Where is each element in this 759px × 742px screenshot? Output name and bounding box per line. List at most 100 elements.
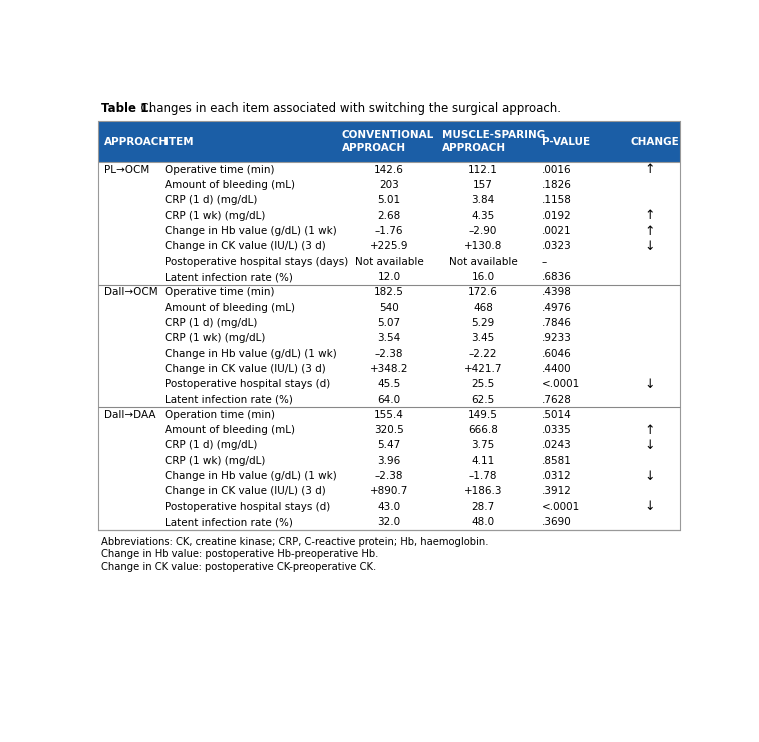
Text: 3.96: 3.96 — [377, 456, 401, 466]
Text: +130.8: +130.8 — [464, 241, 502, 252]
Text: 5.01: 5.01 — [377, 195, 401, 206]
Text: .6836: .6836 — [542, 272, 572, 282]
Text: Change in CK value (IU/L) (3 d): Change in CK value (IU/L) (3 d) — [165, 364, 326, 374]
Text: 157: 157 — [473, 180, 493, 190]
Text: .3690: .3690 — [542, 517, 572, 527]
Text: .0021: .0021 — [542, 226, 572, 236]
Text: 45.5: 45.5 — [377, 379, 401, 390]
Text: .4976: .4976 — [542, 303, 572, 312]
Text: Latent infection rate (%): Latent infection rate (%) — [165, 272, 293, 282]
Bar — [98, 121, 680, 162]
Text: .0243: .0243 — [542, 441, 572, 450]
Text: <.0001: <.0001 — [542, 379, 580, 390]
Text: MUSCLE-SPARING
APPROACH: MUSCLE-SPARING APPROACH — [442, 131, 545, 153]
Text: Not available: Not available — [449, 257, 518, 266]
Text: 4.11: 4.11 — [471, 456, 495, 466]
Text: ↓: ↓ — [645, 240, 655, 253]
Text: CRP (1 d) (mg/dL): CRP (1 d) (mg/dL) — [165, 195, 258, 206]
Text: Operative time (min): Operative time (min) — [165, 165, 275, 175]
Text: .8581: .8581 — [542, 456, 572, 466]
Text: Change in CK value: postoperative CK-preoperative CK.: Change in CK value: postoperative CK-pre… — [101, 562, 376, 571]
Text: Change in CK value (IU/L) (3 d): Change in CK value (IU/L) (3 d) — [165, 486, 326, 496]
Text: 4.35: 4.35 — [471, 211, 495, 221]
Text: 2.68: 2.68 — [377, 211, 401, 221]
Text: 112.1: 112.1 — [468, 165, 498, 175]
Text: –: – — [542, 257, 547, 266]
Text: 43.0: 43.0 — [377, 502, 401, 512]
Text: .9233: .9233 — [542, 333, 572, 344]
Text: 468: 468 — [473, 303, 493, 312]
Text: 16.0: 16.0 — [471, 272, 495, 282]
Text: CONVENTIONAL
APPROACH: CONVENTIONAL APPROACH — [342, 131, 434, 153]
Text: 5.29: 5.29 — [471, 318, 495, 328]
Text: 25.5: 25.5 — [471, 379, 495, 390]
Text: .3912: .3912 — [542, 486, 572, 496]
Text: .1826: .1826 — [542, 180, 572, 190]
Text: APPROACH: APPROACH — [104, 137, 168, 147]
Text: CRP (1 wk) (mg/dL): CRP (1 wk) (mg/dL) — [165, 211, 266, 221]
Text: .7846: .7846 — [542, 318, 572, 328]
Text: Not available: Not available — [354, 257, 424, 266]
Text: +225.9: +225.9 — [370, 241, 408, 252]
Text: Amount of bleeding (mL): Amount of bleeding (mL) — [165, 425, 295, 435]
Text: 540: 540 — [379, 303, 399, 312]
Text: 320.5: 320.5 — [374, 425, 404, 435]
Text: ↓: ↓ — [645, 439, 655, 452]
Text: Abbreviations: CK, creatine kinase; CRP, C-reactive protein; Hb, haemoglobin.: Abbreviations: CK, creatine kinase; CRP,… — [101, 536, 488, 547]
Text: 666.8: 666.8 — [468, 425, 498, 435]
Text: ↑: ↑ — [645, 163, 655, 177]
Text: Postoperative hospital stays (d): Postoperative hospital stays (d) — [165, 379, 331, 390]
Text: Change in Hb value: postoperative Hb-preoperative Hb.: Change in Hb value: postoperative Hb-pre… — [101, 549, 378, 559]
Text: 155.4: 155.4 — [374, 410, 404, 420]
Text: 64.0: 64.0 — [377, 395, 401, 404]
Text: 142.6: 142.6 — [374, 165, 404, 175]
Text: .5014: .5014 — [542, 410, 572, 420]
Text: CHANGE: CHANGE — [630, 137, 679, 147]
Text: CRP (1 wk) (mg/dL): CRP (1 wk) (mg/dL) — [165, 456, 266, 466]
Text: 62.5: 62.5 — [471, 395, 495, 404]
Text: ↑: ↑ — [645, 424, 655, 436]
Text: –2.38: –2.38 — [375, 471, 403, 481]
Text: <.0001: <.0001 — [542, 502, 580, 512]
Text: Change in Hb value (g/dL) (1 wk): Change in Hb value (g/dL) (1 wk) — [165, 349, 337, 358]
Text: Change in Hb value (g/dL) (1 wk): Change in Hb value (g/dL) (1 wk) — [165, 471, 337, 481]
Text: CRP (1 d) (mg/dL): CRP (1 d) (mg/dL) — [165, 441, 258, 450]
Text: 3.84: 3.84 — [471, 195, 495, 206]
Text: 5.47: 5.47 — [377, 441, 401, 450]
Text: 12.0: 12.0 — [377, 272, 401, 282]
Text: Amount of bleeding (mL): Amount of bleeding (mL) — [165, 303, 295, 312]
Text: Change in CK value (IU/L) (3 d): Change in CK value (IU/L) (3 d) — [165, 241, 326, 252]
Text: 48.0: 48.0 — [471, 517, 495, 527]
Text: ↓: ↓ — [645, 378, 655, 391]
Text: Dall→DAA: Dall→DAA — [104, 410, 155, 420]
Text: .0192: .0192 — [542, 211, 572, 221]
Text: Dall→OCM: Dall→OCM — [104, 287, 157, 298]
Text: CRP (1 d) (mg/dL): CRP (1 d) (mg/dL) — [165, 318, 258, 328]
Text: 28.7: 28.7 — [471, 502, 495, 512]
Text: .6046: .6046 — [542, 349, 572, 358]
Text: .0312: .0312 — [542, 471, 572, 481]
Text: –2.38: –2.38 — [375, 349, 403, 358]
Text: P-VALUE: P-VALUE — [542, 137, 590, 147]
Text: ↑: ↑ — [645, 209, 655, 223]
Text: ↓: ↓ — [645, 500, 655, 513]
Text: Change in Hb value (g/dL) (1 wk): Change in Hb value (g/dL) (1 wk) — [165, 226, 337, 236]
Text: .0323: .0323 — [542, 241, 572, 252]
Text: Operation time (min): Operation time (min) — [165, 410, 276, 420]
Text: 5.07: 5.07 — [377, 318, 401, 328]
Text: Postoperative hospital stays (days): Postoperative hospital stays (days) — [165, 257, 348, 266]
Text: .4400: .4400 — [542, 364, 572, 374]
Text: 3.75: 3.75 — [471, 441, 495, 450]
Text: 203: 203 — [379, 180, 399, 190]
Text: +186.3: +186.3 — [464, 486, 502, 496]
Text: +421.7: +421.7 — [464, 364, 502, 374]
Text: .4398: .4398 — [542, 287, 572, 298]
Text: –1.76: –1.76 — [375, 226, 403, 236]
Text: .0335: .0335 — [542, 425, 572, 435]
Text: 182.5: 182.5 — [374, 287, 404, 298]
Text: Amount of bleeding (mL): Amount of bleeding (mL) — [165, 180, 295, 190]
Text: 3.45: 3.45 — [471, 333, 495, 344]
Text: –2.22: –2.22 — [469, 349, 497, 358]
Text: +890.7: +890.7 — [370, 486, 408, 496]
Text: Postoperative hospital stays (d): Postoperative hospital stays (d) — [165, 502, 331, 512]
